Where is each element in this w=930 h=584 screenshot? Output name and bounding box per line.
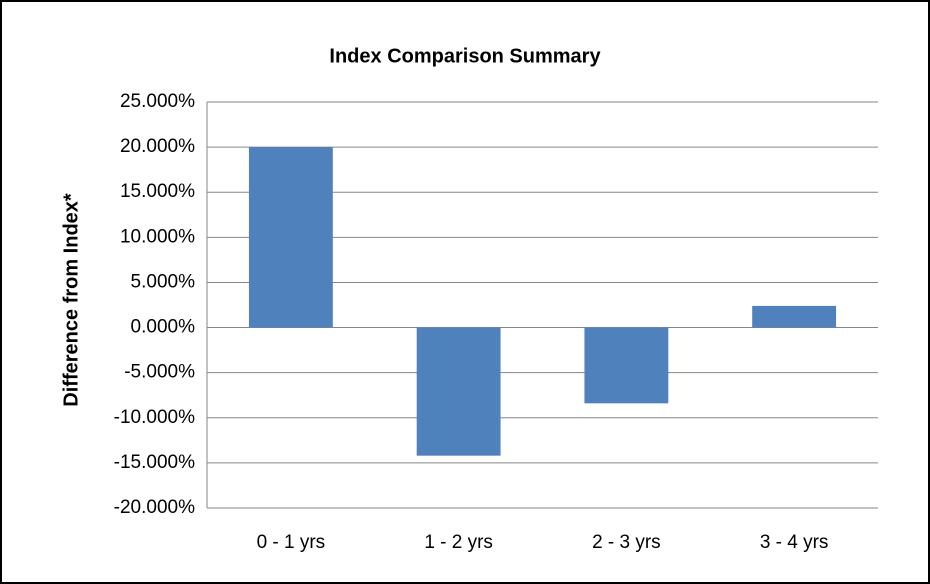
y-tick-label: -15.000% — [114, 452, 195, 473]
y-tick-label: -5.000% — [124, 362, 195, 383]
y-tick-label: -20.000% — [114, 497, 195, 518]
bar — [248, 147, 333, 328]
y-tick-label: 10.000% — [120, 226, 195, 247]
y-tick-label: 0.000% — [131, 317, 196, 338]
y-tick-label: 15.000% — [120, 181, 195, 202]
x-tick-label: 1 - 2 yrs — [424, 532, 493, 553]
x-tick-label: 3 - 4 yrs — [760, 532, 829, 553]
y-axis-label: Difference from Index* — [60, 193, 82, 407]
bar — [752, 305, 837, 328]
y-tick-label: -10.000% — [114, 407, 195, 428]
x-tick-label: 0 - 1 yrs — [257, 532, 326, 553]
chart-title: Index Comparison Summary — [329, 45, 601, 67]
y-tick-label: 20.000% — [120, 136, 195, 157]
y-tick-label: 25.000% — [120, 91, 195, 112]
y-tick-label: 5.000% — [131, 271, 196, 292]
bar — [416, 327, 501, 456]
x-tick-label: 2 - 3 yrs — [592, 532, 661, 553]
bar — [584, 327, 669, 404]
